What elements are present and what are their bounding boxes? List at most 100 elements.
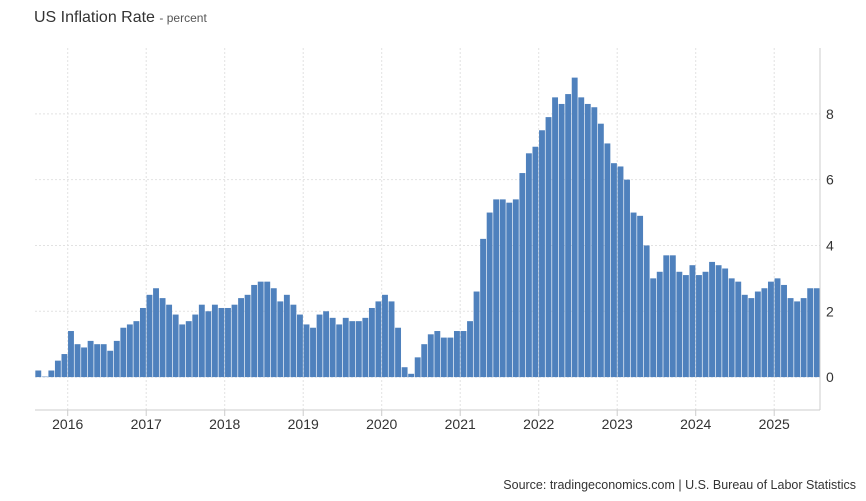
data-bar (539, 130, 545, 378)
chart-title: US Inflation Rate - percent (34, 9, 207, 26)
data-bar (146, 294, 153, 378)
data-bar (545, 117, 552, 378)
data-bar (571, 77, 578, 378)
x-tick-label: 2019 (288, 416, 319, 432)
data-bar (139, 307, 146, 378)
data-bar (735, 281, 742, 378)
data-bar (35, 370, 42, 378)
data-bar (728, 278, 735, 378)
data-bar (643, 245, 650, 378)
data-bar (238, 298, 245, 378)
data-bar (630, 212, 637, 378)
chart-axes (35, 48, 821, 416)
data-bar (637, 215, 644, 378)
data-bar (408, 373, 415, 378)
data-bar (211, 304, 218, 378)
data-bar (41, 376, 48, 378)
x-tick-label: 2020 (366, 416, 397, 432)
data-bar (133, 321, 140, 378)
x-tick-label: 2023 (602, 416, 633, 432)
data-bar (800, 298, 807, 378)
data-bar (597, 123, 604, 378)
data-bar (761, 288, 768, 378)
data-bar (277, 301, 284, 378)
data-bar (368, 307, 375, 378)
data-bar (696, 275, 702, 378)
data-bar (192, 314, 199, 378)
source-note: Source: tradingeconomics.com | U.S. Bure… (503, 478, 856, 492)
data-bar (702, 271, 709, 378)
data-bar (54, 360, 61, 378)
y-tick-label: 2 (826, 303, 834, 319)
y-tick-label: 0 (826, 369, 834, 385)
data-bar (336, 324, 343, 378)
data-bar (748, 298, 755, 378)
data-bar (519, 173, 526, 378)
y-tick-label: 6 (826, 172, 834, 188)
data-bar (205, 311, 212, 378)
data-bar (382, 294, 388, 378)
data-bar (663, 255, 670, 378)
data-bar (434, 331, 441, 378)
data-bar (74, 344, 81, 378)
y-tick-label: 8 (826, 106, 834, 122)
data-bar (578, 97, 585, 378)
x-tick-label: 2016 (52, 416, 83, 432)
data-bar (185, 321, 192, 378)
data-bar (283, 294, 290, 378)
x-tick-label: 2025 (759, 416, 790, 432)
data-bar (754, 291, 761, 378)
data-bar (604, 143, 611, 378)
data-bar (774, 278, 781, 378)
data-bar (506, 202, 513, 378)
data-bar (722, 268, 729, 378)
data-bar (257, 281, 264, 378)
data-bar (427, 334, 434, 378)
data-bar (669, 255, 676, 378)
data-bar (421, 344, 428, 378)
data-bar (68, 331, 74, 378)
data-bar (329, 317, 336, 378)
data-bar (126, 324, 133, 378)
data-bar (558, 103, 565, 378)
data-bar (787, 298, 794, 378)
data-bar (355, 321, 362, 378)
data-bar (715, 265, 722, 378)
data-bar (159, 298, 166, 378)
data-bar (467, 321, 473, 378)
data-bar (270, 288, 277, 378)
data-bar (61, 354, 68, 378)
data-bar (264, 281, 271, 378)
data-bar (94, 344, 101, 378)
data-bar (100, 344, 107, 378)
data-bar (198, 304, 205, 378)
data-bar (375, 301, 382, 378)
data-bar (493, 199, 500, 378)
data-bar (179, 324, 186, 378)
data-bar (460, 331, 467, 378)
data-bar (807, 288, 814, 378)
data-bar (310, 327, 316, 378)
data-bar (741, 294, 748, 378)
y-tick-label: 4 (826, 237, 834, 253)
data-bar (453, 331, 460, 378)
data-bar (617, 166, 624, 378)
data-bar (486, 212, 493, 378)
data-bar (113, 340, 120, 378)
data-bar (473, 291, 480, 378)
data-bar (499, 199, 506, 378)
x-tick-label: 2024 (680, 416, 711, 432)
data-bar (682, 275, 689, 378)
data-bar (388, 301, 395, 378)
data-bar (624, 179, 630, 378)
data-bar (650, 278, 657, 378)
chart-grid (35, 48, 820, 410)
data-bar (87, 340, 94, 378)
data-bar (120, 327, 127, 378)
data-bar (48, 370, 55, 378)
data-bar (316, 314, 323, 378)
data-bar (794, 301, 801, 378)
data-bar (225, 307, 231, 378)
data-bar (231, 304, 238, 378)
data-bar (218, 307, 225, 378)
